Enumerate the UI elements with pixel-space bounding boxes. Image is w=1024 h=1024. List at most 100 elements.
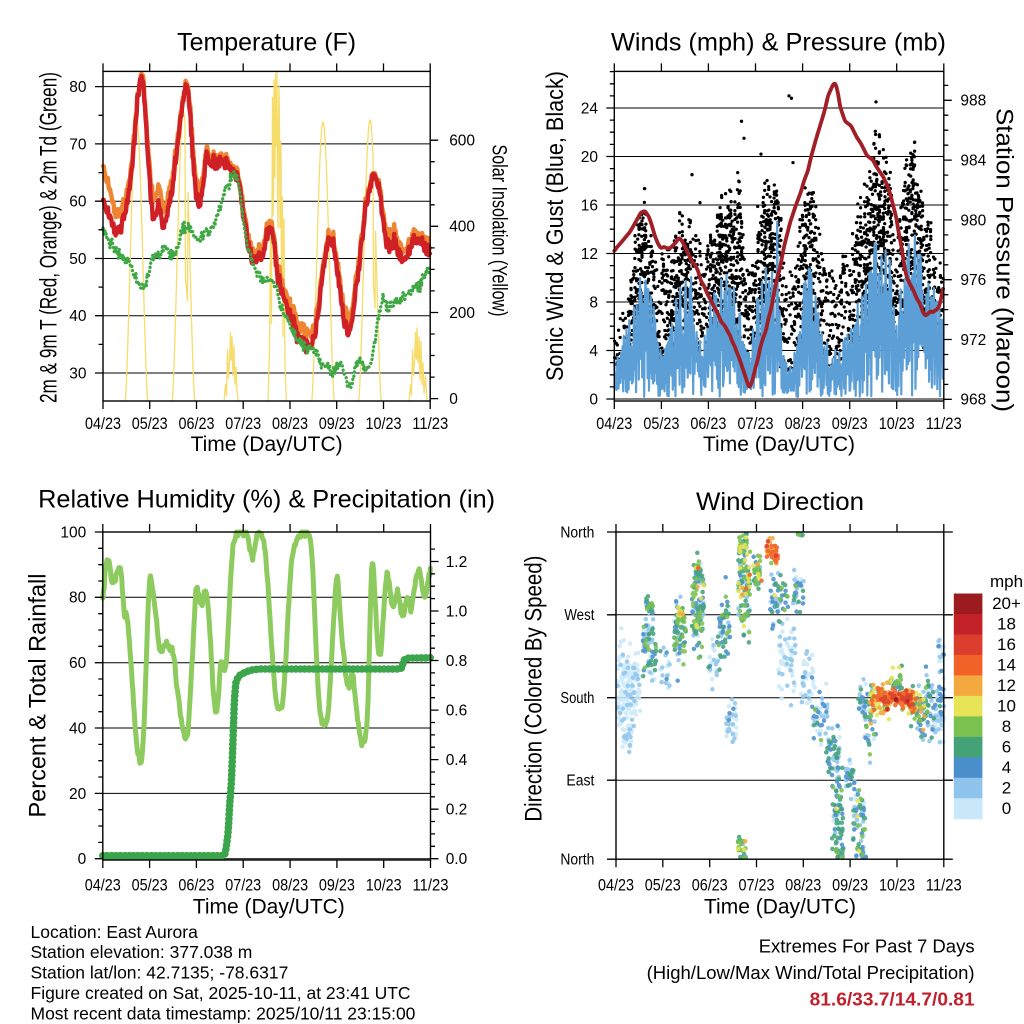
svg-text:11/23: 11/23: [926, 876, 962, 895]
svg-text:09/23: 09/23: [832, 876, 868, 895]
svg-text:6: 6: [1002, 738, 1011, 757]
svg-text:Location: East Aurora: Location: East Aurora: [31, 922, 199, 942]
svg-text:16: 16: [581, 197, 598, 214]
svg-text:14: 14: [997, 656, 1016, 675]
svg-text:05/23: 05/23: [132, 876, 168, 895]
svg-text:972: 972: [960, 332, 986, 349]
svg-text:11/23: 11/23: [413, 876, 449, 895]
svg-text:20: 20: [69, 786, 87, 803]
svg-text:06/23: 06/23: [178, 876, 214, 895]
svg-text:40: 40: [69, 308, 87, 325]
svg-text:80: 80: [69, 590, 87, 607]
svg-text:Most recent data timestamp: 20: Most recent data timestamp: 2025/10/11 2…: [31, 1003, 416, 1023]
svg-text:10: 10: [997, 697, 1016, 716]
svg-text:80: 80: [69, 79, 87, 96]
svg-text:0: 0: [589, 391, 598, 408]
svg-text:Time (Day/UTC): Time (Day/UTC): [191, 433, 343, 456]
svg-text:08/23: 08/23: [272, 414, 308, 433]
svg-text:0.6: 0.6: [446, 703, 468, 720]
svg-text:100: 100: [60, 524, 86, 541]
svg-text:4: 4: [1002, 758, 1011, 777]
svg-text:Direction (Colored By Speed): Direction (Colored By Speed): [521, 556, 548, 822]
svg-text:0.2: 0.2: [446, 802, 468, 819]
svg-text:50: 50: [69, 251, 87, 268]
svg-text:South: South: [560, 690, 594, 707]
svg-text:Station lat/lon: 42.7135; -78.: Station lat/lon: 42.7135; -78.6317: [31, 963, 289, 983]
svg-text:07/23: 07/23: [225, 876, 261, 895]
svg-text:Extremes For Past 7 Days: Extremes For Past 7 Days: [759, 936, 975, 957]
svg-text:10/23: 10/23: [879, 876, 915, 895]
svg-text:mph: mph: [990, 572, 1023, 591]
svg-text:06/23: 06/23: [179, 414, 215, 433]
svg-text:Sonic Wind & Gust (Blue, Black: Sonic Wind & Gust (Blue, Black): [542, 71, 569, 381]
svg-text:08/23: 08/23: [785, 414, 821, 433]
svg-text:Station Pressure (Maroon): Station Pressure (Maroon): [991, 108, 1018, 412]
svg-text:12: 12: [581, 246, 598, 263]
svg-text:600: 600: [449, 133, 475, 150]
svg-text:18: 18: [997, 615, 1016, 634]
svg-text:Figure created on Sat, 2025-10: Figure created on Sat, 2025-10-11, at 23…: [31, 983, 411, 1003]
svg-text:04/23: 04/23: [598, 876, 634, 895]
svg-text:20+: 20+: [992, 594, 1021, 613]
svg-text:Winds (mph) & Pressure (mb): Winds (mph) & Pressure (mb): [611, 28, 946, 56]
svg-text:West: West: [564, 607, 595, 624]
svg-text:1.2: 1.2: [446, 554, 468, 571]
svg-text:Temperature (F): Temperature (F): [177, 28, 356, 56]
svg-text:984: 984: [960, 153, 986, 170]
svg-text:1.0: 1.0: [446, 603, 468, 620]
svg-text:968: 968: [960, 392, 986, 409]
svg-text:(High/Low/Max Wind/Total Preci: (High/Low/Max Wind/Total Precipitation): [647, 962, 975, 983]
svg-text:4: 4: [589, 343, 598, 360]
svg-text:976: 976: [960, 272, 986, 289]
svg-text:70: 70: [69, 136, 87, 153]
svg-text:Time (Day/UTC): Time (Day/UTC): [703, 433, 855, 456]
svg-text:Time (Day/UTC): Time (Day/UTC): [704, 896, 856, 919]
svg-text:24: 24: [581, 100, 599, 117]
svg-text:09/23: 09/23: [832, 414, 868, 433]
svg-text:08/23: 08/23: [785, 876, 821, 895]
svg-text:988: 988: [960, 93, 986, 110]
svg-text:06/23: 06/23: [690, 414, 726, 433]
svg-text:09/23: 09/23: [319, 876, 355, 895]
svg-text:11/23: 11/23: [926, 414, 962, 433]
svg-text:60: 60: [69, 655, 87, 672]
svg-text:0.0: 0.0: [446, 851, 468, 868]
svg-text:10/23: 10/23: [366, 876, 402, 895]
svg-text:200: 200: [449, 305, 475, 322]
svg-text:20: 20: [581, 149, 599, 166]
svg-text:40: 40: [69, 720, 87, 737]
svg-text:04/23: 04/23: [85, 414, 121, 433]
svg-text:81.6/33.7/14.7/0.81: 81.6/33.7/14.7/0.81: [810, 989, 975, 1010]
svg-text:0: 0: [449, 391, 458, 408]
svg-text:2m & 9m T (Red, Orange) & 2m T: 2m & 9m T (Red, Orange) & 2m Td (Green): [36, 72, 63, 403]
svg-text:Station elevation: 377.038 m: Station elevation: 377.038 m: [31, 942, 253, 962]
svg-text:04/23: 04/23: [596, 414, 632, 433]
svg-text:07/23: 07/23: [225, 414, 261, 433]
svg-text:30: 30: [69, 365, 87, 382]
svg-text:980: 980: [960, 212, 986, 229]
svg-text:07/23: 07/23: [738, 414, 774, 433]
svg-text:05/23: 05/23: [643, 414, 679, 433]
svg-text:12: 12: [997, 676, 1016, 695]
svg-text:0.4: 0.4: [446, 752, 468, 769]
svg-text:0: 0: [78, 851, 87, 868]
svg-text:North: North: [560, 525, 594, 542]
svg-text:07/23: 07/23: [739, 876, 775, 895]
svg-text:11/23: 11/23: [412, 414, 448, 433]
svg-text:0.8: 0.8: [446, 653, 468, 670]
svg-text:10/23: 10/23: [879, 414, 915, 433]
svg-text:Time (Day/UTC): Time (Day/UTC): [193, 896, 345, 919]
svg-text:8: 8: [589, 294, 598, 311]
svg-text:Wind Direction: Wind Direction: [696, 488, 864, 516]
svg-text:Percent & Total Rainfall: Percent & Total Rainfall: [25, 574, 52, 818]
svg-text:08/23: 08/23: [272, 876, 308, 895]
svg-text:400: 400: [449, 219, 475, 236]
svg-text:09/23: 09/23: [319, 414, 355, 433]
svg-text:Solar Insolation (Yellow): Solar Insolation (Yellow): [488, 145, 511, 317]
svg-text:16: 16: [997, 635, 1016, 654]
svg-text:8: 8: [1002, 717, 1011, 736]
svg-text:East: East: [566, 773, 595, 790]
svg-text:Relative Humidity (%) & Precip: Relative Humidity (%) & Precipitation (i…: [38, 485, 495, 513]
svg-text:10/23: 10/23: [366, 414, 402, 433]
svg-text:2: 2: [1002, 779, 1011, 798]
